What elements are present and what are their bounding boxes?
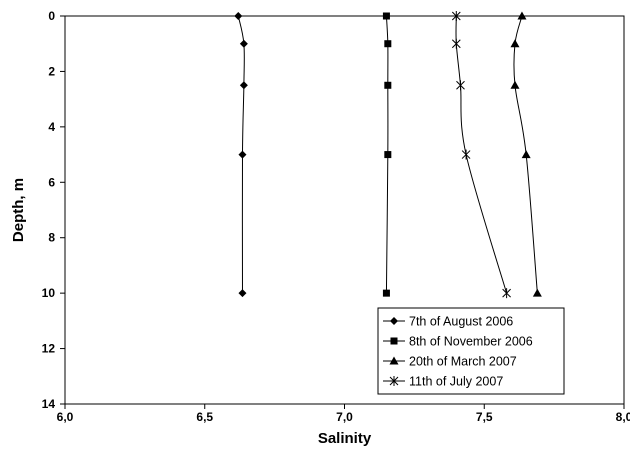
x-axis-title: Salinity	[318, 430, 372, 447]
x-tick-label: 7,5	[476, 410, 493, 424]
data-point	[390, 317, 398, 325]
data-point	[451, 11, 461, 21]
y-tick-label: 12	[42, 342, 56, 356]
y-tick-label: 14	[42, 397, 56, 411]
y-tick-label: 4	[48, 120, 55, 134]
data-point	[384, 40, 392, 48]
data-point	[502, 288, 511, 299]
legend-box	[377, 307, 565, 395]
y-tick-label: 10	[42, 286, 56, 300]
y-tick-label: 8	[48, 231, 55, 245]
data-point	[382, 12, 390, 20]
series-4	[451, 11, 511, 299]
series-line	[455, 15, 508, 294]
series-line	[237, 15, 245, 294]
y-tick-label: 6	[48, 175, 55, 189]
legend-item: 8th of November 2006	[383, 335, 533, 349]
data-point	[390, 337, 398, 345]
data-point	[510, 39, 520, 48]
data-point	[521, 150, 531, 159]
legend: 7th of August 2006 8th of November 2006 20…	[377, 307, 565, 395]
series-layer	[234, 11, 542, 299]
data-point	[239, 81, 248, 90]
series-2	[382, 12, 392, 297]
legend-label: 7th of August 2006	[409, 315, 513, 329]
data-point	[238, 289, 247, 298]
data-point	[517, 11, 527, 20]
data-point	[238, 150, 247, 159]
data-point	[456, 80, 465, 91]
x-tick-label: 7,0	[336, 410, 353, 424]
y-tick-label: 2	[48, 64, 55, 78]
data-point	[451, 38, 461, 49]
legend-item: 20th of March 2007	[383, 355, 517, 369]
x-tick-label: 6,0	[57, 410, 74, 424]
series-1	[234, 12, 248, 298]
y-tick-label: 0	[48, 9, 55, 23]
series-line	[513, 15, 538, 294]
legend-label: 8th of November 2006	[409, 335, 533, 349]
data-point	[461, 149, 471, 160]
axis-ticks: 6,0 6,5 7,0 7,5 8,0 0 2 4 6 8 10 12 14	[42, 9, 630, 424]
series-3	[510, 11, 542, 297]
data-point	[382, 289, 390, 297]
data-point	[389, 376, 399, 386]
data-point	[234, 12, 243, 20]
data-point	[532, 288, 542, 297]
data-point	[384, 151, 392, 159]
data-point	[510, 80, 520, 89]
x-tick-label: 6,5	[196, 410, 213, 424]
data-point	[389, 356, 399, 365]
legend-label: 20th of March 2007	[409, 355, 517, 369]
data-point	[239, 39, 248, 48]
legend-item: 7th of August 2006	[383, 315, 513, 329]
legend-item: 11th of July 2007	[383, 375, 503, 389]
y-axis-title: Depth, m	[10, 178, 27, 242]
legend-label: 11th of July 2007	[409, 375, 503, 389]
data-point	[384, 81, 392, 89]
series-line	[385, 15, 389, 294]
x-tick-label: 8,0	[616, 410, 630, 424]
